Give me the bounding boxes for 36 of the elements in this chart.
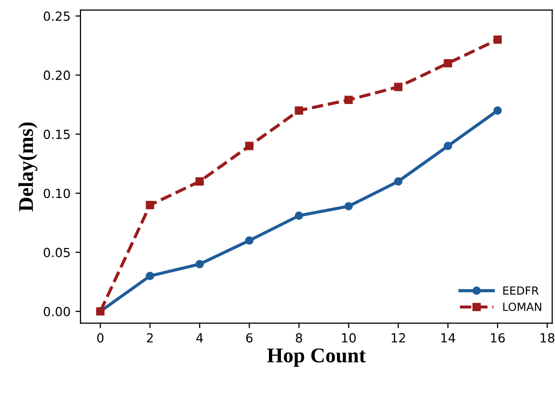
x-tick-label: 2: [146, 333, 153, 342]
point: [444, 142, 452, 150]
point: [294, 106, 304, 115]
point: [344, 96, 353, 104]
point: [394, 177, 402, 186]
y-tick-label: 0.10: [44, 188, 70, 198]
x-tick-label: 8: [296, 333, 302, 343]
x-tick-label: 12: [392, 333, 405, 342]
y-tick-label: 0.20: [44, 70, 70, 80]
point: [146, 200, 154, 210]
y-tick-label: 0.25: [44, 11, 70, 21]
legend-label: LOMAN: [503, 302, 542, 312]
x-axis-title: Hop Count: [267, 348, 366, 367]
x-tick-label: 14: [441, 333, 456, 342]
point: [493, 106, 502, 115]
point: [493, 35, 502, 44]
point: [195, 260, 204, 268]
point: [146, 272, 154, 280]
x-tick-label: 18: [540, 333, 554, 343]
y-axis-title: Delay(ms): [18, 122, 38, 212]
y-tick-label: 0.00: [44, 306, 70, 316]
y-tick-label: 0.15: [44, 130, 70, 140]
point: [444, 59, 452, 68]
point: [394, 82, 402, 92]
point: [195, 177, 204, 186]
point: [245, 142, 254, 150]
x-tick-label: 16: [491, 333, 505, 343]
point: [245, 236, 254, 245]
x-tick-label: 0: [97, 333, 104, 343]
y-tick-label: 0.05: [44, 248, 70, 258]
legend-label: EEDFR: [503, 286, 539, 295]
point: [344, 202, 353, 210]
x-tick-label: 10: [342, 333, 356, 343]
point: [294, 212, 304, 220]
x-tick-label: 4: [196, 333, 203, 342]
x-tick-label: 6: [246, 333, 252, 343]
